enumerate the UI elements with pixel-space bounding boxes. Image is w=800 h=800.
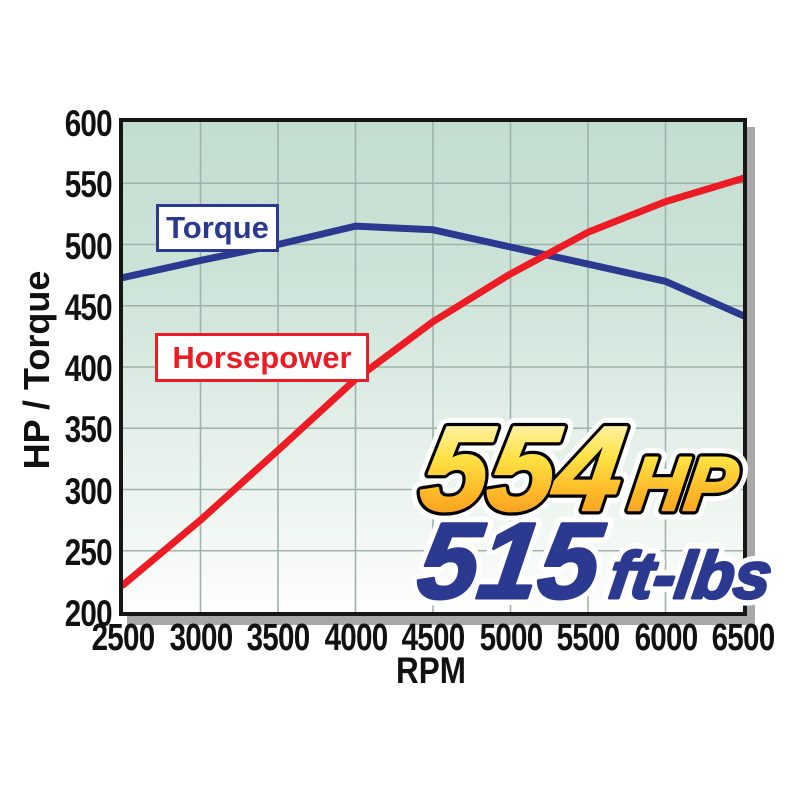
y-tick-label: 450 [65,286,113,328]
x-axis-title: RPM [396,650,466,691]
y-tick-label: 550 [65,164,113,206]
x-tick-label: 4500 [401,617,466,659]
torque-curve [123,222,743,320]
x-tick-label: 4000 [324,617,388,659]
x-tick-label: 5000 [479,617,543,659]
hero-results-text: 554HP 554HP 554HP 515ft-lbs 515ft-lbs [404,392,783,628]
x-tick-label: 6500 [711,617,776,659]
y-tick-label: 500 [65,225,113,267]
x-tick-label: 3000 [169,617,233,659]
y-tick-label: 250 [65,531,113,573]
hero-hp-value: 554HP [413,402,749,536]
torque-series-label: Torque [156,204,279,252]
x-tick-label: 5500 [556,617,621,659]
y-axis-title: HP / Torque [16,270,57,470]
torque-series-label-text: Torque [166,210,269,245]
horsepower-series-label-text: Horsepower [172,339,352,375]
y-tick-label: 200 [65,593,113,634]
y-tick-label: 400 [65,348,113,389]
x-tick-label: 3500 [246,617,311,659]
y-tick-label: 350 [65,409,113,451]
hero-torque-outline-white: 515ft-lbs [412,500,782,620]
hero-hp-outline-black: 554HP [413,402,749,536]
hero-hp-outline-white: 554HP [413,402,749,536]
y-tick-label: 300 [65,470,113,512]
hero-torque-value: 515ft-lbs [412,500,782,620]
x-tick-label: 6000 [634,617,698,659]
x-tick-label: 2500 [91,617,156,659]
horsepower-curve [123,174,743,589]
horsepower-series-label: Horsepower [155,333,369,382]
y-tick-label: 600 [65,103,113,144]
